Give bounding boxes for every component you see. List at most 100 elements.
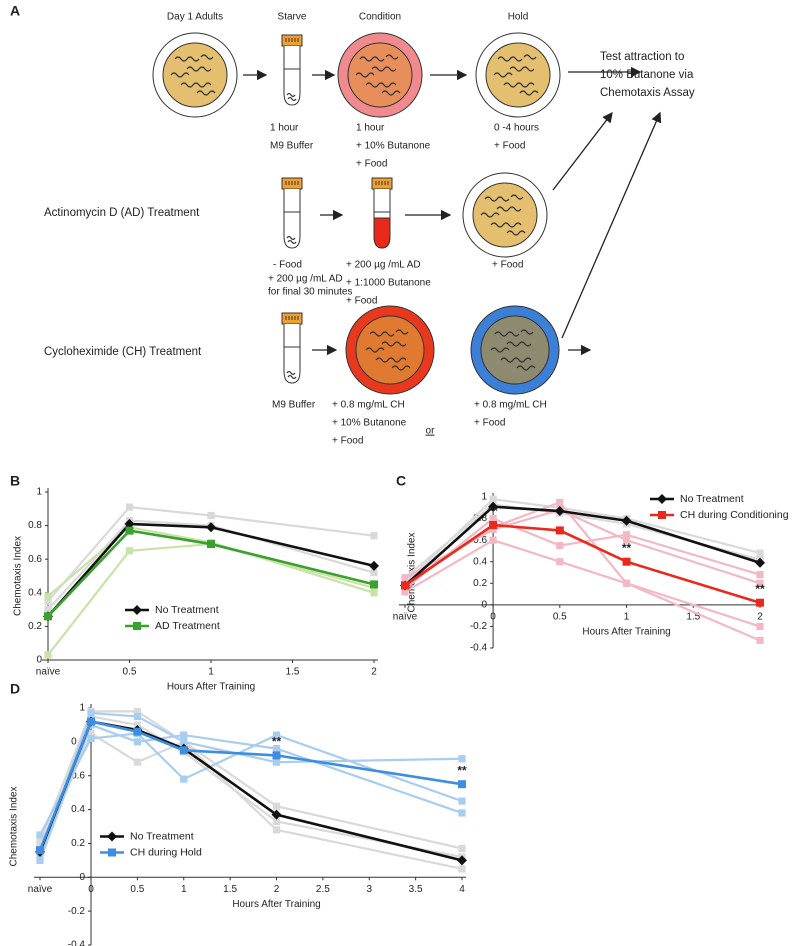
data-point [87,717,96,726]
x-tick-label: 1.5 [223,884,237,895]
data-point [756,549,764,557]
note: + Food [474,418,505,429]
data-point [36,836,44,844]
row-label: Cycloheximide (CH) Treatment [44,346,202,358]
data-point [622,579,631,587]
data-point [271,809,282,820]
header: Condition [359,12,401,23]
data-point [44,612,52,621]
x-tick-label: 3.5 [409,884,423,895]
note: + 0.8 mg/mL CH [474,400,547,411]
data-point [272,745,281,753]
data-point [489,514,497,523]
data-point [489,521,498,530]
data-point [180,731,188,739]
x-tick-label: 3 [366,884,372,895]
legend-label: CH during Hold [130,846,202,858]
tube [281,312,303,384]
y-tick-label: 0 [79,872,85,883]
series-line [38,731,463,853]
data-point [622,557,631,566]
plate [462,172,548,258]
data-point [458,844,466,853]
legend-marker [657,494,667,504]
data-point [756,622,764,631]
y-tick-label: 0 [36,655,42,666]
legend-label: No Treatment [130,830,194,842]
y-tick-label: 0.2 [473,578,487,589]
note: 0 -4 hours [494,123,539,134]
note: + 1:1000 Butanone [346,278,431,289]
data-point [36,856,44,864]
data-point [756,598,764,607]
note: + 10% Butanone [332,418,407,429]
x-tick-label: 0 [490,611,496,622]
legend-marker [658,511,666,519]
data-point [207,540,215,549]
annotation: ** [622,541,632,555]
data-point [36,846,44,855]
x-tick-label: 2 [371,667,377,678]
legend-marker [107,831,117,842]
x-tick-label: 1.5 [686,611,700,622]
plate [152,32,238,118]
test-text: Chemotaxis Assay [600,87,695,99]
data-point [87,709,95,717]
data-point [621,515,632,526]
data-point [133,707,141,715]
x-tick-label: 1 [624,611,630,622]
y-tick-label: 0.4 [473,556,487,567]
data-point [401,581,409,590]
y-axis-title: Chemotaxis Index [9,786,20,866]
note: for final 30 minutes [268,287,353,298]
data-point [125,526,134,535]
note: + Food [332,436,363,447]
note: + 10% Butanone [356,141,431,152]
y-tick-label: -0.4 [470,643,488,654]
plate [337,32,423,118]
y-tick-label: -0.2 [470,621,488,632]
series-line [47,529,375,618]
data-point [756,571,764,579]
x-tick-label: 2 [274,884,280,895]
legend-label: CH during Conditioning [680,509,789,521]
tube [371,177,393,249]
header: Hold [508,12,529,23]
legend-marker [108,848,116,857]
x-tick-label: 2 [757,611,763,622]
note: + 200 µg /mL AD [346,260,421,271]
series-line [47,505,375,602]
data-point [370,580,378,589]
series-line [38,710,463,870]
legend-marker [132,605,142,615]
data-point [489,525,497,533]
data-point [756,579,764,587]
data-point [555,526,564,535]
data-point [44,651,52,659]
y-tick-label: 1 [36,487,42,498]
data-point [36,831,44,839]
data-point [458,780,466,789]
legend-label: No Treatment [155,604,219,616]
data-point [272,758,281,766]
series-line [39,732,463,836]
panel-label: C [396,473,406,489]
series-line [47,526,375,598]
y-tick-label: 0.8 [28,520,42,531]
data-point [457,855,467,866]
data-point [370,569,378,577]
note: M9 Buffer [272,400,316,411]
x-tick-label: 1.5 [286,667,300,678]
row-label: Actinomycin D (AD) Treatment [44,207,200,219]
note: - Food [273,260,302,271]
series-line [47,542,375,656]
panel-label: A [10,3,20,19]
note: 1 hour [270,123,299,134]
arrows [243,66,662,356]
legend-label: No Treatment [680,493,744,505]
note: + Food [494,141,525,152]
data-point [207,511,215,520]
data-point [756,636,764,645]
y-tick-label: 1 [482,492,488,503]
data-point [458,809,466,817]
